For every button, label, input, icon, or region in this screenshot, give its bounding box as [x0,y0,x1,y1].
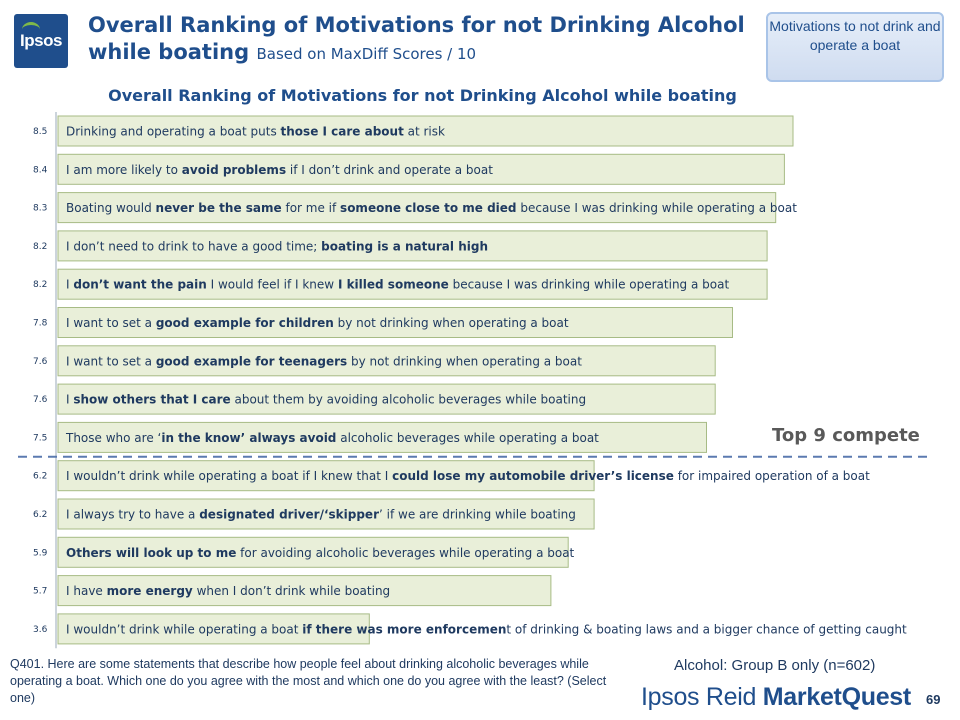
category-label-11: I always try to have a designated driver… [66,508,576,522]
value-label-12: 5.9 [33,548,48,558]
category-label-4: I don’t need to drink to have a good tim… [66,239,488,253]
category-label-6: I want to set a good example for childre… [66,316,569,330]
category-label-3: Boating would never be the same for me i… [66,201,797,215]
value-label-8: 7.6 [33,395,48,405]
category-label-2: I am more likely to avoid problems if I … [66,163,493,177]
bar-9 [57,421,707,453]
value-label-1: 8.5 [33,127,47,137]
brand-part1: Ipsos Reid [641,683,757,711]
value-label-4: 8.2 [33,242,47,252]
value-label-13: 5.7 [33,587,47,597]
category-label-8: I show others that I care about them by … [66,393,586,407]
bar-13 [57,575,552,607]
page-subtitle: Based on MaxDiff Scores / 10 [256,45,477,63]
value-label-7: 7.6 [33,357,48,367]
chart-title: Overall Ranking of Motivations for not D… [108,86,737,105]
survey-question: Q401. Here are some statements that desc… [10,657,607,705]
value-label-5: 8.2 [33,280,47,290]
ipsos-logo: Ipsos [14,14,68,68]
category-label-13: I have more energy when I don’t drink wh… [66,584,390,598]
value-label-3: 8.3 [33,204,47,214]
bar-3 [57,192,777,224]
bar-11 [57,498,595,530]
bar-1 [57,115,794,147]
motivations-callout: Motivations to not drink and operate a b… [766,12,944,82]
category-label-5: I don’t want the pain I would feel if I … [66,278,729,292]
bar-6 [57,307,733,338]
category-label-9: Those who are ‘in the know’ always avoid… [65,431,599,445]
brand-part2: MarketQuest [762,683,911,711]
bar-14 [57,613,370,645]
bar-12 [57,536,569,568]
category-label-1: Drinking and operating a boat puts those… [66,125,445,139]
bar-10 [57,460,595,492]
page-number: 69 [926,692,941,707]
category-label-10: I wouldn’t drink while operating a boat … [66,469,870,483]
category-label-7: I want to set a good example for teenage… [66,354,582,368]
brand-footer: Ipsos Reid MarketQuest [641,683,911,712]
logo-arc-icon [22,22,40,37]
page-title-main: Overall Ranking of Motivations for not D… [88,13,745,64]
value-label-11: 6.2 [33,510,47,520]
value-label-9: 7.5 [33,433,47,443]
bar-7 [57,345,716,377]
bar-4 [57,230,768,262]
bar-5 [57,268,768,300]
bar-8 [57,383,716,415]
category-label-12: Others will look up to me for avoiding a… [66,546,575,560]
page-title: Overall Ranking of Motivations for not D… [88,12,778,68]
callout-text: Motivations to not drink and operate a b… [769,18,941,53]
bar-2 [57,153,785,185]
category-label-14: I wouldn’t drink while operating a boat … [66,622,907,636]
value-label-10: 6.2 [33,472,47,482]
sample-base: Alcohol: Group B only (n=602) [674,657,876,674]
value-label-14: 3.6 [33,625,48,635]
value-label-2: 8.4 [33,165,48,175]
cutoff-label: Top 9 compete [772,425,920,446]
value-label-6: 7.8 [33,319,48,329]
